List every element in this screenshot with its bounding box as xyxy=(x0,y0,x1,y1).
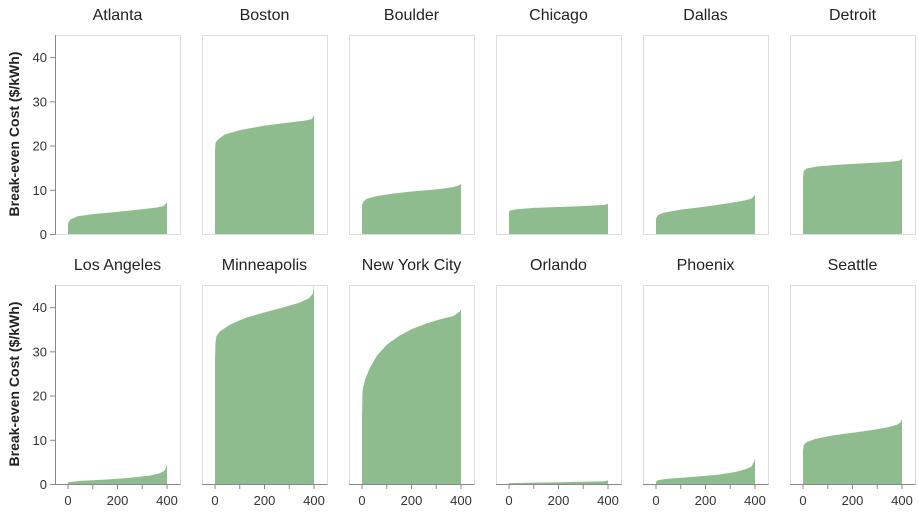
panel-phoenix: Phoenix 0 200 400 xyxy=(643,257,769,508)
area-series-detroit xyxy=(803,158,902,234)
x-tick-label: 400 xyxy=(891,493,913,508)
panel-frame xyxy=(496,35,622,235)
area-series-orlando xyxy=(509,480,608,484)
y-tick-label: 30 xyxy=(33,344,47,359)
panel-detroit: Detroit xyxy=(790,7,916,235)
y-tick-label: 40 xyxy=(33,300,47,315)
panel-title: Chicago xyxy=(529,7,588,24)
x-tick-label: 200 xyxy=(254,493,276,508)
x-tick-label: 0 xyxy=(652,493,659,508)
x-tick-label: 200 xyxy=(107,493,129,508)
panel-minneapolis: Minneapolis 0 200 400 xyxy=(202,257,328,508)
panel-title: Los Angeles xyxy=(74,257,161,274)
x-tick-label: 400 xyxy=(156,493,178,508)
panel-frame xyxy=(202,35,328,235)
x-tick-label: 200 xyxy=(548,493,570,508)
x-tick-label: 0 xyxy=(358,493,365,508)
panel-title: Boulder xyxy=(384,7,440,24)
panel-title: Seattle xyxy=(828,257,878,274)
y-axis-labels: Break-even Cost ($/kWh) Break-even Cost … xyxy=(6,52,22,467)
area-series-seattle xyxy=(803,418,902,484)
panel-chicago: Chicago xyxy=(496,7,622,235)
panel-frame xyxy=(496,285,622,485)
area-series-atlanta xyxy=(68,201,167,234)
x-tick-label: 0 xyxy=(505,493,512,508)
y-tick-label: 10 xyxy=(33,183,47,198)
y-tick-label: 40 xyxy=(33,50,47,65)
area-series-minneapolis xyxy=(215,285,314,484)
panel-title: Atlanta xyxy=(93,7,143,24)
x-tick-label: 400 xyxy=(744,493,766,508)
area-series-boulder xyxy=(362,183,461,234)
panel-frame xyxy=(643,35,769,235)
x-tick-label: 0 xyxy=(799,493,806,508)
x-tick-label: 200 xyxy=(695,493,717,508)
panel-title: Dallas xyxy=(683,7,727,24)
panel-title: New York City xyxy=(362,257,462,274)
y-tick-label: 0 xyxy=(40,227,47,242)
x-tick-label: 0 xyxy=(211,493,218,508)
panel-boulder: Boulder xyxy=(349,7,475,235)
panel-title: Detroit xyxy=(829,7,877,24)
x-tick-label: 200 xyxy=(842,493,864,508)
area-series-phoenix xyxy=(656,458,755,484)
y-tick-label: 20 xyxy=(33,389,47,404)
x-tick-label: 400 xyxy=(597,493,619,508)
x-tick-label: 400 xyxy=(450,493,472,508)
y-axis-label-row-2: Break-even Cost ($/kWh) xyxy=(6,302,22,467)
area-series-dallas xyxy=(656,194,755,234)
area-series-los-angeles xyxy=(68,464,167,484)
panel-title: Minneapolis xyxy=(222,257,307,274)
panel-new-york-city: New York City 0 200 400 xyxy=(349,257,475,508)
y-tick-label: 20 xyxy=(33,139,47,154)
panel-atlanta: Atlanta 0 10 20 30 40 xyxy=(33,7,181,242)
x-tick-label: 200 xyxy=(401,493,423,508)
panel-frame xyxy=(643,285,769,485)
y-tick-label: 10 xyxy=(33,433,47,448)
y-axis-label-row-1: Break-even Cost ($/kWh) xyxy=(6,52,22,217)
panel-frame xyxy=(55,35,181,235)
y-tick-label: 30 xyxy=(33,94,47,109)
panel-frame xyxy=(55,285,181,485)
x-tick-label: 400 xyxy=(303,493,325,508)
area-series-new-york-city xyxy=(362,309,461,484)
panel-frame xyxy=(790,35,916,235)
panel-title: Phoenix xyxy=(677,257,735,274)
panel-seattle: Seattle 0 200 400 xyxy=(790,257,916,508)
panel-title: Boston xyxy=(240,7,290,24)
panel-dallas: Dallas xyxy=(643,7,769,235)
panel-orlando: Orlando 0 200 400 xyxy=(496,257,622,508)
x-tick-label: 0 xyxy=(64,493,71,508)
area-series-chicago xyxy=(509,203,608,234)
y-tick-label: 0 xyxy=(40,477,47,492)
panel-title: Orlando xyxy=(530,257,587,274)
panel-boston: Boston xyxy=(202,7,328,235)
panels: Atlanta 0 10 20 30 40 Boston Boulder Chicago Dall… xyxy=(33,7,916,508)
area-series-boston xyxy=(215,114,314,234)
panel-frame xyxy=(349,35,475,235)
